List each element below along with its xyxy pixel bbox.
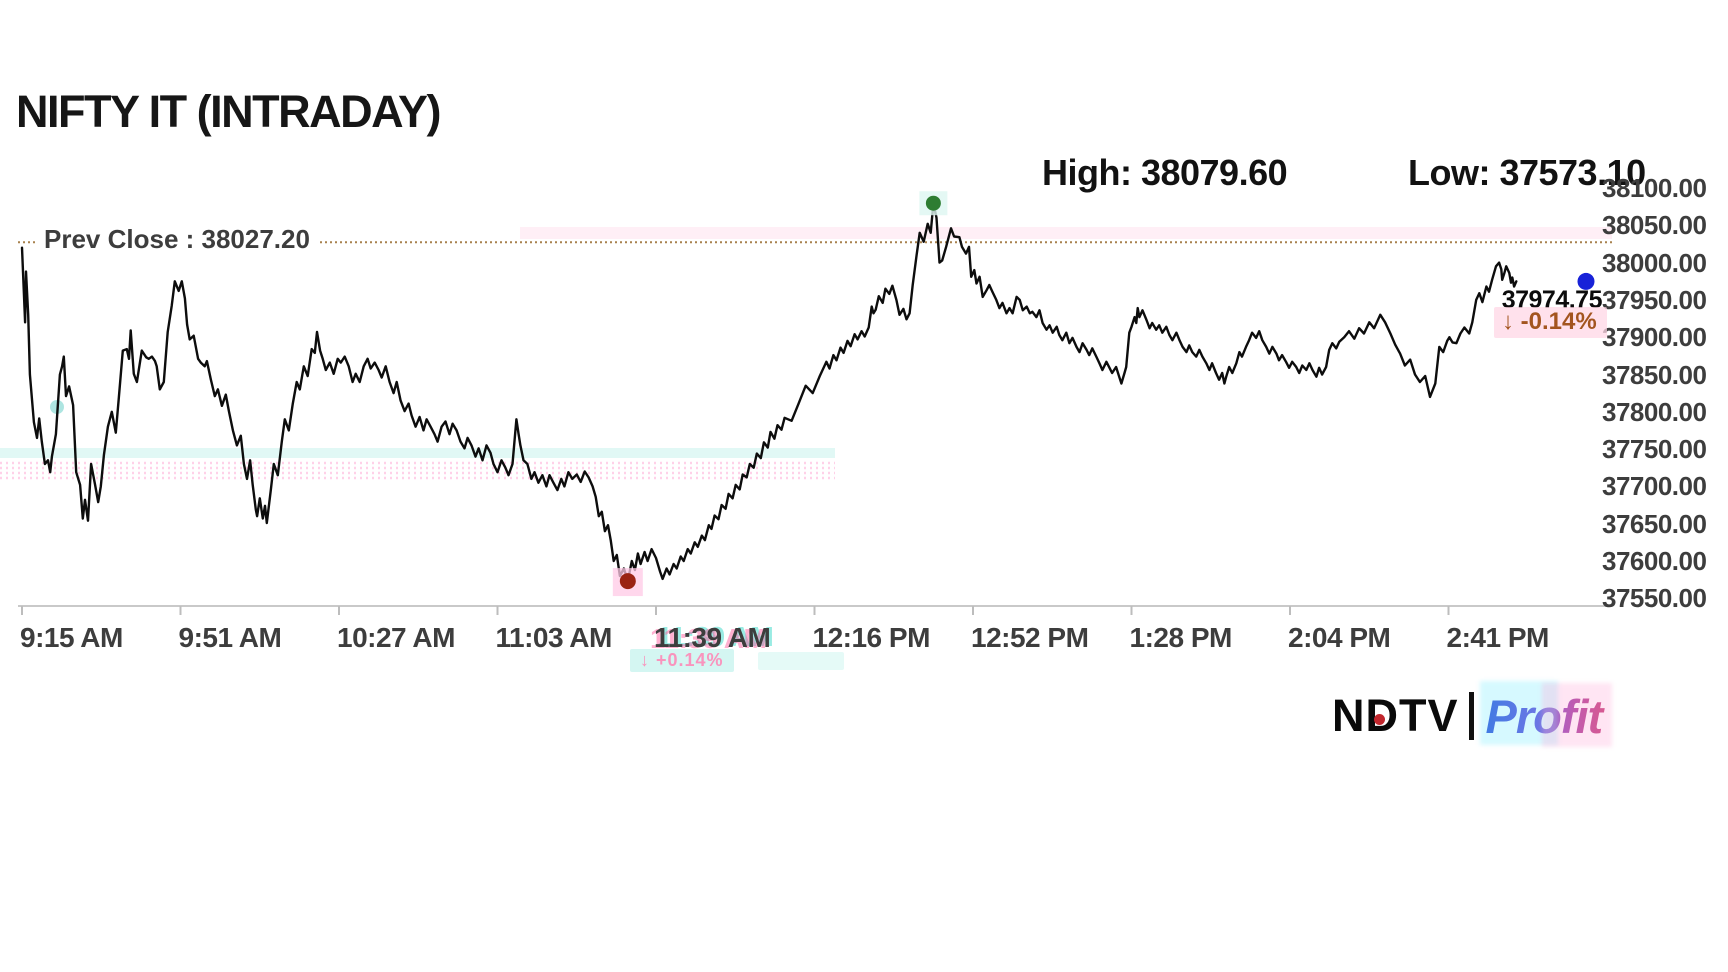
logo-pink-artifact (1542, 682, 1613, 747)
high-value-label: High: 38079.60 (1042, 152, 1288, 193)
page-title: NIFTY IT (INTRADAY) (16, 86, 442, 137)
x-axis-tick-label: 12:52 PM (971, 622, 1089, 653)
y-axis-tick-label: 37700.00 (1602, 471, 1707, 502)
y-axis-tick-label: 37950.00 (1602, 284, 1707, 315)
x-axis-tick-label: 10:27 AM (337, 622, 455, 653)
x-axis-tick-label: 2:04 PM (1288, 622, 1391, 653)
x-axis-tick-label: 11:03 AM (495, 622, 613, 653)
ghost-change-artifact: ↓ +0.14% (630, 649, 734, 672)
y-axis-tick-label: 37850.00 (1602, 359, 1707, 390)
x-axis-tick-label: 9:15 AM (20, 622, 123, 653)
low-point-dot (619, 573, 636, 590)
prev-close-label: Prev Close : 38027.20 (44, 224, 318, 255)
x-axis-tick-label: 2:41 PM (1446, 622, 1550, 653)
x-axis-tick-label: 12:16 PM (812, 622, 931, 653)
y-axis-tick-label: 37800.00 (1602, 396, 1707, 427)
x-axis-tick-label: 11:39 AM (654, 622, 771, 653)
y-axis-tick-label: 37750.00 (1602, 434, 1707, 465)
price-line[interactable] (20, 201, 1518, 583)
ndtv-wordmark: NDTV (1332, 690, 1459, 741)
current-change-badge: ↓ -0.14% (1494, 307, 1607, 338)
x-axis-tick-label: 9:51 AM (178, 622, 282, 653)
artifact-pink-band (520, 227, 1612, 239)
high-point-dot (925, 195, 941, 211)
y-axis-tick-label: 37650.00 (1602, 508, 1707, 539)
low-value-label: Low: 37573.10 (1408, 152, 1646, 193)
logo-cyan-artifact (1479, 680, 1558, 745)
x-axis-tick-label: 1:28 PM (1129, 622, 1233, 653)
y-axis-tick-label: 37600.00 (1602, 546, 1707, 576)
ghost-smudge-artifact (758, 652, 844, 670)
last-price-dot (1577, 272, 1595, 290)
ndtv-profit-logo: NDTV Profit (1332, 680, 1613, 747)
profit-wordmark: Profit (1479, 680, 1613, 747)
logo-divider (1468, 692, 1474, 740)
artifact-cyan-band (0, 448, 835, 458)
y-axis-tick-label: 37550.00 (1602, 583, 1707, 614)
ndtv-red-dot-icon (1374, 714, 1385, 725)
y-axis-tick-label: 38050.00 (1602, 210, 1707, 241)
y-axis-tick-label: 38000.00 (1602, 247, 1707, 278)
y-axis-tick-label: 38100.00 (1602, 173, 1707, 203)
y-axis-tick-label: 37900.00 (1602, 322, 1707, 353)
